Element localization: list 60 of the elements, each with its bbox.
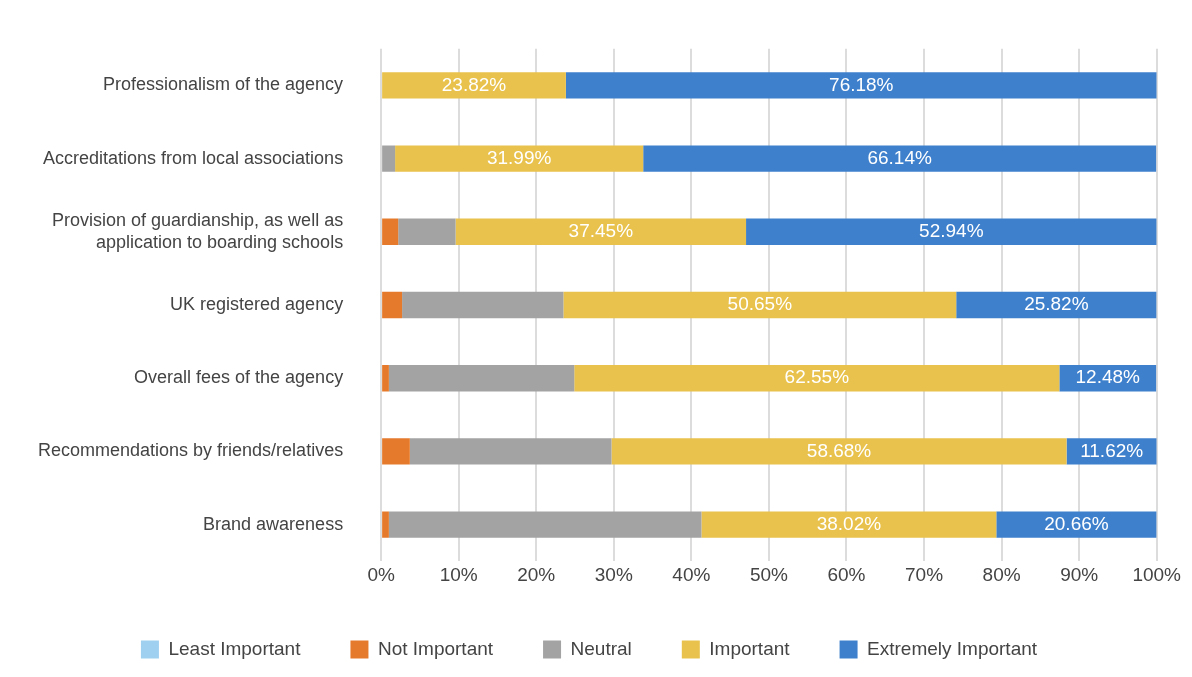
bar — [409, 438, 612, 465]
bar — [382, 291, 403, 319]
x-tick-label: 10% — [439, 563, 478, 585]
bar — [382, 365, 389, 392]
legend-label: Not Important — [377, 637, 494, 659]
data-label: 62.55% — [784, 366, 850, 388]
data-label: 52.94% — [919, 220, 984, 242]
bar — [956, 291, 1157, 319]
bar — [388, 511, 702, 538]
bar — [382, 145, 396, 172]
bar — [565, 72, 1157, 99]
x-tick-label: 90% — [1060, 563, 1099, 585]
bar — [701, 511, 997, 538]
y-tick-label: Provision of guardianship, as well as application to boarding schools — [51, 209, 344, 252]
bar — [382, 218, 399, 245]
x-tick-label: 80% — [982, 563, 1021, 585]
legend-label: Least Important — [168, 637, 302, 659]
y-tick-label: Recommendations by friends/relatives — [38, 440, 344, 461]
bar — [382, 511, 389, 538]
data-label: 50.65% — [727, 293, 793, 315]
bar — [996, 511, 1157, 538]
bar — [746, 218, 1157, 245]
data-label: 25.82% — [1024, 293, 1089, 315]
x-tick-label: 0% — [367, 563, 395, 585]
y-tick-label: Accreditations from local associations — [43, 147, 344, 168]
x-tick-label: 50% — [749, 563, 789, 585]
x-tick-label: 30% — [594, 563, 633, 585]
y-tick-label: UK registered agency — [170, 293, 344, 314]
data-label: 38.02% — [816, 512, 882, 534]
bar — [402, 291, 564, 319]
data-label: 37.45% — [568, 220, 634, 242]
bar — [388, 365, 575, 392]
bar — [395, 145, 644, 172]
bar — [563, 291, 957, 319]
data-label: 11.62% — [1080, 439, 1144, 461]
y-tick-label: Professionalism of the agency — [103, 74, 344, 95]
bar — [382, 438, 410, 465]
bar — [643, 145, 1157, 172]
bar — [611, 438, 1067, 465]
x-tick-label: 40% — [672, 563, 711, 585]
bar — [455, 218, 747, 245]
bar — [574, 365, 1060, 392]
bar — [398, 218, 456, 245]
y-tick-label: Brand awareness — [203, 513, 344, 534]
data-label: 12.48% — [1075, 366, 1141, 388]
data-label: 23.82% — [441, 73, 507, 95]
legend-label: Important — [709, 637, 791, 659]
y-tick-label: Overall fees of the agency — [134, 367, 344, 388]
legend-label: Neutral — [570, 637, 632, 659]
data-label: 58.68% — [806, 439, 872, 461]
data-label: 76.18% — [829, 73, 894, 95]
x-tick-label: 20% — [517, 563, 556, 585]
data-label: 66.14% — [867, 146, 932, 168]
x-tick-label: 70% — [905, 563, 944, 585]
x-tick-label: 60% — [827, 563, 866, 585]
x-tick-label: 100% — [1132, 563, 1182, 585]
data-label: 31.99% — [486, 146, 552, 168]
bar — [382, 72, 566, 99]
legend-label: Extremely Important — [867, 637, 1038, 659]
data-label: 20.66% — [1044, 512, 1109, 534]
